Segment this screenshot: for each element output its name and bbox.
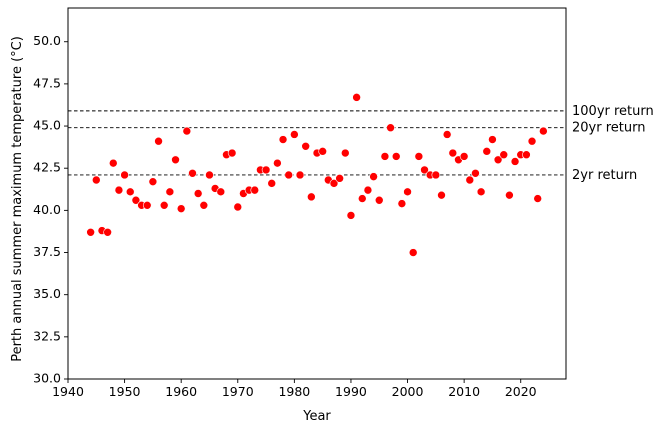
data-points <box>86 93 548 257</box>
data-point <box>369 172 378 181</box>
y-axis: 30.0 32.5 35.0 37.5 40.0 42.5 45.0 47.5 50.0 <box>33 33 68 386</box>
data-point <box>182 126 192 136</box>
data-point <box>493 155 503 165</box>
data-point <box>431 170 441 180</box>
data-point <box>108 158 118 168</box>
data-point <box>318 147 327 156</box>
data-point <box>386 123 395 133</box>
ref-label-20yr: 20yr return <box>572 121 645 136</box>
x-tick-label: 1970 <box>222 384 254 399</box>
data-point <box>442 130 452 139</box>
x-tick-label: 2000 <box>392 384 424 399</box>
data-point <box>301 141 310 151</box>
data-point <box>250 185 260 195</box>
data-point <box>488 135 497 144</box>
y-tick-label: 40.0 <box>33 202 61 217</box>
x-tick-label: 1960 <box>165 384 197 399</box>
data-point <box>216 187 226 197</box>
x-tick-label: 1980 <box>278 384 310 399</box>
data-point <box>261 165 271 175</box>
data-point <box>91 175 101 185</box>
ref-label-100yr: 100yr return <box>572 104 654 119</box>
data-point <box>437 190 446 200</box>
y-tick-label: 37.5 <box>33 244 61 259</box>
reference-lines <box>68 110 566 176</box>
y-tick-label: 45.0 <box>33 118 61 133</box>
data-point <box>346 211 356 220</box>
y-tick-label: 42.5 <box>33 160 61 175</box>
data-point <box>86 227 95 237</box>
ref-label-2yr: 2yr return <box>572 168 637 183</box>
data-point <box>476 187 486 197</box>
data-point <box>142 201 152 210</box>
x-tick-label: 1950 <box>109 384 141 399</box>
data-point <box>295 170 305 180</box>
data-point <box>539 126 548 136</box>
x-tick-label: 1990 <box>335 384 367 399</box>
data-point <box>193 189 203 198</box>
x-axis-label: Year <box>302 409 331 424</box>
data-point <box>499 150 509 160</box>
data-point <box>176 204 186 213</box>
y-tick-label: 35.0 <box>33 286 61 301</box>
data-point <box>307 192 316 202</box>
data-point <box>188 168 197 178</box>
data-point <box>148 177 158 186</box>
data-point <box>533 194 543 203</box>
data-point <box>527 136 537 146</box>
data-point <box>154 136 163 146</box>
data-point <box>120 170 129 180</box>
y-tick-label: 50.0 <box>33 33 61 48</box>
data-point <box>391 152 401 161</box>
data-point <box>465 175 475 185</box>
plot-frame <box>67 7 567 380</box>
y-tick-label: 30.0 <box>33 371 61 386</box>
data-point <box>335 174 344 183</box>
data-point <box>103 227 112 237</box>
data-point <box>290 130 299 139</box>
data-point <box>233 202 243 212</box>
data-point <box>403 187 412 197</box>
x-tick-label: 1940 <box>52 384 84 399</box>
data-point <box>414 152 424 161</box>
data-point <box>420 165 429 175</box>
data-point <box>510 157 520 166</box>
data-point <box>227 148 237 158</box>
data-point <box>505 190 514 200</box>
data-point <box>165 187 175 197</box>
data-point <box>374 195 384 205</box>
x-tick-label: 2010 <box>448 384 480 399</box>
data-point <box>397 199 407 208</box>
data-point <box>352 93 361 102</box>
data-point <box>131 195 141 205</box>
data-point <box>171 155 180 165</box>
data-point <box>114 185 124 195</box>
y-axis-label: Perth annual summer maximum temperature … <box>10 36 25 362</box>
data-point <box>340 148 350 158</box>
data-point <box>273 158 282 168</box>
data-point <box>448 148 458 158</box>
data-point <box>357 194 367 203</box>
data-point <box>471 168 480 178</box>
y-tick-label: 32.5 <box>33 328 61 343</box>
data-point <box>159 201 169 210</box>
data-point <box>408 248 418 257</box>
x-tick-label: 2020 <box>505 384 537 399</box>
data-point <box>125 187 135 197</box>
data-point <box>278 135 288 144</box>
data-point <box>284 170 294 180</box>
data-point <box>522 150 531 160</box>
data-point <box>267 179 277 188</box>
y-tick-label: 47.5 <box>33 75 61 90</box>
data-point <box>459 152 469 161</box>
data-point <box>199 201 209 210</box>
data-point <box>482 147 492 156</box>
data-point <box>329 179 339 188</box>
data-point <box>205 170 214 180</box>
data-point <box>380 152 390 161</box>
data-point <box>363 185 373 195</box>
x-axis: 1940 1950 1960 1970 1980 1990 2000 2010 2020 <box>52 379 537 399</box>
